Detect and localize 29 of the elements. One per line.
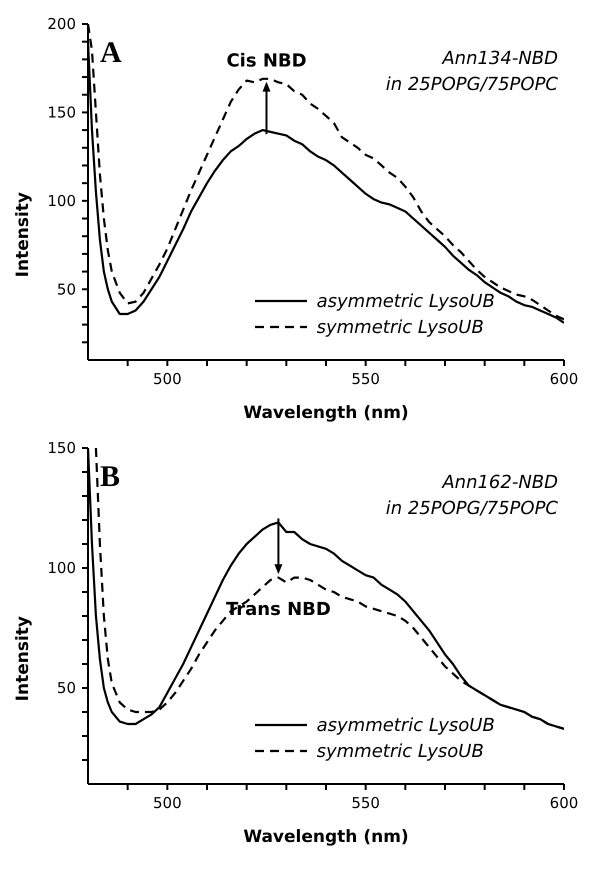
- x-tick-label: 550: [351, 370, 380, 388]
- legend-label: asymmetric LysoUB: [316, 290, 495, 312]
- x-axis-title: Wavelength (nm): [243, 403, 409, 423]
- legend-label: symmetric LysoUB: [316, 740, 484, 762]
- x-tick-label: 600: [550, 370, 578, 388]
- y-tick-label: 100: [47, 559, 76, 577]
- annotation: in 25POPG/75POPC: [386, 498, 558, 519]
- y-tick-label: 150: [47, 439, 76, 457]
- x-tick-label: 500: [153, 794, 182, 812]
- y-axis-title: Intensity: [13, 192, 34, 278]
- y-tick-label: 50: [56, 679, 76, 697]
- chart-title: A: [100, 36, 122, 69]
- legend-label: asymmetric LysoUB: [316, 714, 495, 736]
- x-tick-label: 600: [550, 794, 578, 812]
- x-tick-label: 550: [351, 794, 380, 812]
- annotation: Ann162-NBD: [441, 472, 558, 493]
- y-tick-label: 150: [47, 103, 76, 122]
- y-tick-label: 100: [47, 192, 76, 210]
- annotation: Trans NBD: [226, 599, 331, 620]
- annotation: Cis NBD: [226, 50, 307, 72]
- legend-label: symmetric LysoUB: [316, 316, 484, 338]
- annotation: in 25POPG/75POPC: [386, 74, 558, 95]
- y-tick-label: 50: [56, 280, 76, 298]
- x-tick-label: 500: [153, 370, 182, 388]
- annotation: Ann134-NBD: [441, 48, 558, 69]
- y-axis-title: Intensity: [13, 616, 34, 702]
- y-tick-label: 200: [47, 15, 76, 33]
- chart-title: B: [100, 460, 120, 493]
- x-axis-title: Wavelength (nm): [243, 827, 409, 847]
